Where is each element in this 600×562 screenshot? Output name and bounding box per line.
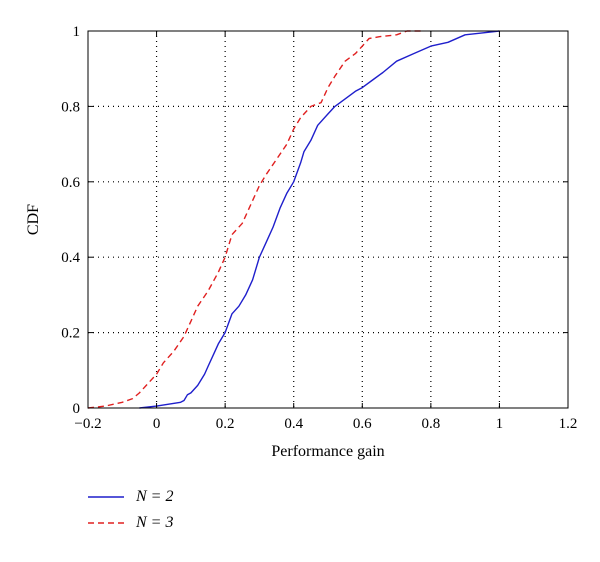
x-tick-label: −0.2 xyxy=(74,416,101,432)
legend-swatch-n2 xyxy=(88,496,124,498)
x-tick-label: 0.8 xyxy=(421,416,440,432)
y-tick-label: 0.6 xyxy=(61,175,80,191)
x-tick-label: 0 xyxy=(153,416,161,432)
series-layer xyxy=(87,30,500,409)
y-tick-label: 1 xyxy=(73,24,81,40)
legend-label-n3: N = 3 xyxy=(136,514,174,531)
x-tick-label: 1.2 xyxy=(559,416,578,432)
y-tick-label: 0.2 xyxy=(61,326,80,342)
x-tick-label: 0.4 xyxy=(284,416,303,432)
series-line-n3 xyxy=(87,30,421,409)
legend-item-n3: N = 3 xyxy=(88,510,173,536)
y-tick-label: 0.8 xyxy=(61,99,80,115)
series-line-n2 xyxy=(139,30,500,409)
legend-label-n2: N = 2 xyxy=(136,488,174,505)
legend: N = 2 N = 3 xyxy=(88,484,173,536)
y-tick-label: 0.4 xyxy=(61,250,80,266)
tick-layer: −0.2 0 0.2 0.4 0.6 0.8 1 1.200.20.40.60.81 xyxy=(61,24,577,432)
x-tick-label: 1 xyxy=(496,416,504,432)
legend-item-n2: N = 2 xyxy=(88,484,173,510)
x-tick-label: 0.6 xyxy=(353,416,372,432)
plot-frame xyxy=(87,30,569,409)
x-tick-label: 0.2 xyxy=(216,416,235,432)
legend-swatch-n3 xyxy=(88,522,124,524)
x-axis-label: Performance gain xyxy=(271,443,384,460)
y-axis-label: CDF xyxy=(25,204,42,235)
grid xyxy=(88,31,568,408)
y-tick-label: 0 xyxy=(73,401,81,417)
